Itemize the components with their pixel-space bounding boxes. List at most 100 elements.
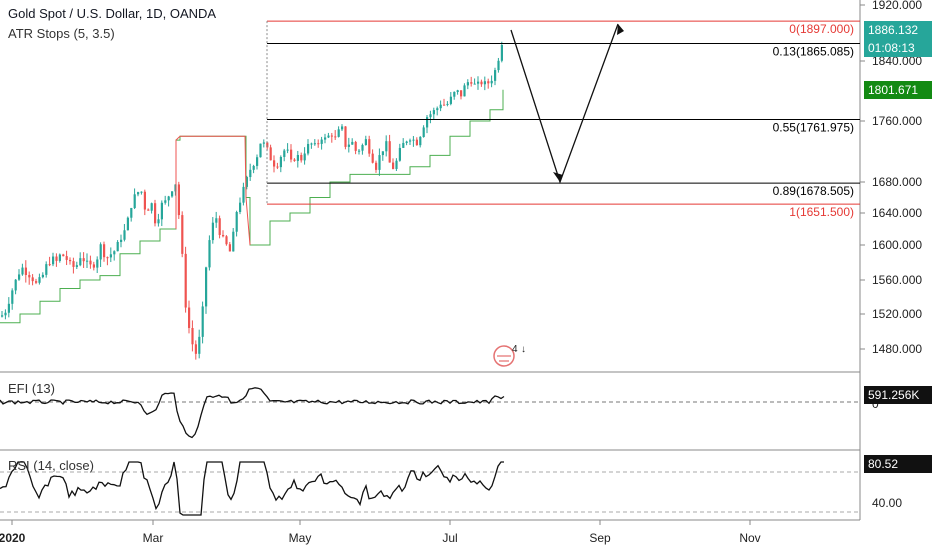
candle-body <box>160 202 163 220</box>
candle-body <box>28 275 31 278</box>
time-tick-label: Nov <box>739 531 760 545</box>
candle-body <box>252 165 255 170</box>
candle-body <box>368 139 371 154</box>
candle-body <box>181 215 184 254</box>
rsi-legend[interactable]: RSI (14, close) <box>8 458 94 473</box>
candle-body <box>58 254 61 261</box>
candle-body <box>72 261 75 267</box>
arrow-head-up-icon <box>617 24 624 35</box>
candle-body <box>150 203 153 211</box>
candle-body <box>296 154 299 161</box>
candle-body <box>116 241 119 252</box>
candle-body <box>266 142 269 148</box>
price-axis-ticks: 1920.000 1840.000 1760.000 1680.000 1640.000… <box>860 0 922 356</box>
price-tick-label: 1640.000 <box>872 206 922 220</box>
fib-level-label: 0.13(1865.085) <box>773 44 854 58</box>
candle-body <box>147 209 150 211</box>
candle-body <box>500 45 503 61</box>
candle-body <box>157 219 160 224</box>
candle-body <box>89 260 92 265</box>
candle-body <box>211 222 214 241</box>
fib-level-label: 0.89(1678.505) <box>773 184 854 198</box>
candle-body <box>361 145 364 151</box>
candle-body <box>79 258 82 266</box>
candle-body <box>286 149 289 151</box>
candle-body <box>133 194 136 209</box>
candle-body <box>388 141 391 163</box>
rsi-value-badge: 80.52 <box>864 455 932 473</box>
candle-body <box>120 239 123 242</box>
candle-body <box>463 85 466 97</box>
candle-body <box>470 82 473 84</box>
candle-body <box>143 191 146 210</box>
rsi-label[interactable]: RSI (14, close) <box>8 458 94 473</box>
efi-zero-tick: 0 <box>872 397 879 411</box>
rsi-tick: 40.00 <box>872 496 902 510</box>
fib-level-label: 0(1897.000) <box>789 22 854 36</box>
candle-body <box>341 126 344 130</box>
svg-text:4: 4 <box>512 344 518 355</box>
candle-body <box>405 141 408 143</box>
candle-body <box>167 196 170 201</box>
candle-body <box>436 108 439 111</box>
indicator-legend[interactable]: ATR Stops (5, 3.5) <box>8 26 115 41</box>
candles-group <box>1 41 503 360</box>
candle-body <box>480 81 483 85</box>
candle-body <box>395 160 398 169</box>
candle-body <box>354 141 357 151</box>
candle-body <box>307 143 310 154</box>
candle-body <box>48 264 51 266</box>
candle-body <box>460 90 463 97</box>
candle-body <box>432 110 435 115</box>
candle-body <box>466 82 469 86</box>
candle-body <box>123 230 126 240</box>
symbol-title[interactable]: Gold Spot / U.S. Dollar, 1D, OANDA <box>8 6 217 21</box>
candle-body <box>327 135 330 138</box>
atr-stops-label[interactable]: ATR Stops (5, 3.5) <box>8 26 115 41</box>
efi-label[interactable]: EFI (13) <box>8 381 55 396</box>
candle-body <box>256 157 259 166</box>
candle-body <box>201 306 204 337</box>
candle-body <box>497 60 500 71</box>
rsi-line <box>0 461 504 516</box>
candle-body <box>194 344 197 354</box>
event-flag-icon[interactable]: 4 ↓ <box>493 344 526 367</box>
candle-body <box>109 254 112 258</box>
projection-arrows[interactable] <box>510 23 624 184</box>
candle-body <box>249 169 252 178</box>
chart-title-legend[interactable]: Gold Spot / U.S. Dollar, 1D, OANDA <box>8 6 216 21</box>
candle-body <box>106 257 109 259</box>
candle-body <box>279 156 282 168</box>
time-tick-label: Jul <box>442 531 457 545</box>
candle-body <box>490 80 493 84</box>
candle-body <box>18 274 21 280</box>
candle-body <box>300 154 303 161</box>
candle-body <box>283 150 286 157</box>
candle-body <box>443 104 446 106</box>
candle-body <box>208 240 211 268</box>
price-tick-label: 1480.000 <box>872 342 922 356</box>
candle-body <box>385 141 388 152</box>
candle-body <box>422 127 425 137</box>
candle-body <box>371 153 374 163</box>
efi-legend[interactable]: EFI (13) <box>8 381 55 396</box>
candle-body <box>290 149 293 160</box>
price-tick-label: 1760.000 <box>872 114 922 128</box>
candle-body <box>232 231 235 252</box>
candle-body <box>293 159 296 161</box>
atr-stops-line <box>0 89 504 324</box>
candle-body <box>126 217 129 231</box>
candle-body <box>1 315 4 317</box>
candle-body <box>225 236 228 245</box>
price-tick-label: 1520.000 <box>872 307 922 321</box>
candle-body <box>303 153 306 161</box>
candle-body <box>453 91 456 97</box>
efi-line <box>0 387 505 439</box>
candle-body <box>381 151 384 156</box>
candle-body <box>184 253 187 308</box>
candle-body <box>96 259 99 268</box>
candle-body <box>222 234 225 237</box>
fib-retracement[interactable]: 0(1897.000) 0.13(1865.085) 0.55(1761.975) 0… <box>266 20 860 219</box>
candle-body <box>419 136 422 146</box>
